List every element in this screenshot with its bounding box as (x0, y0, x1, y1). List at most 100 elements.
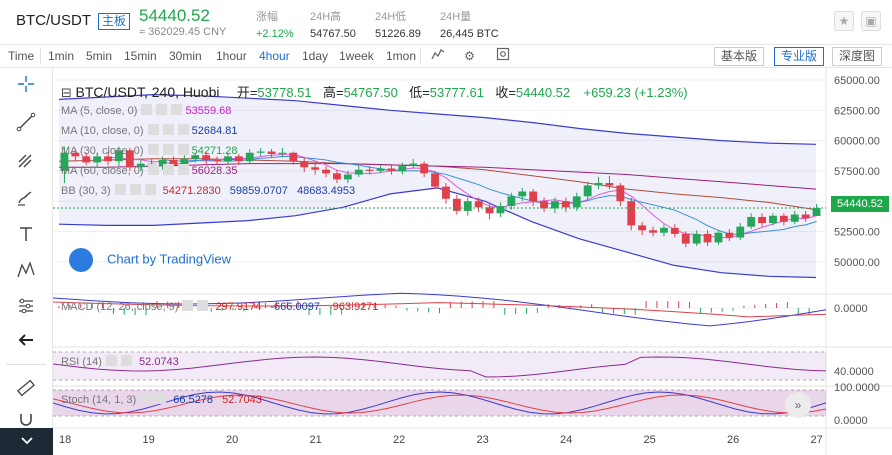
interval-30min[interactable]: 30min (169, 49, 202, 63)
gear-icon[interactable] (182, 300, 194, 311)
star-icon[interactable]: ★ (834, 11, 854, 31)
interval-1day[interactable]: 1day (302, 49, 329, 63)
collapse-icon[interactable]: ⊟ (61, 85, 76, 100)
candle-body (278, 152, 287, 154)
divider (6, 364, 46, 365)
interval-1week[interactable]: 1week (339, 49, 374, 63)
macd-value-1: 297.9174 (215, 301, 262, 313)
symbol-name[interactable]: BTC/USDT (16, 12, 91, 29)
eye-icon[interactable] (147, 164, 159, 175)
price-chart[interactable]: 65000.0062500.0060000.0057500.0055000.00… (53, 68, 892, 455)
measure-icon[interactable] (12, 296, 40, 324)
close-label: 收= (495, 85, 516, 100)
price-tick-label: 65000.00 (834, 75, 880, 87)
stat-value: +2.12% (256, 28, 294, 40)
stat-label: 涨幅 (256, 11, 278, 23)
indicator-icon[interactable] (428, 47, 447, 66)
gear-icon[interactable] (140, 393, 152, 404)
close-icon[interactable] (177, 164, 189, 175)
rsi-legend[interactable]: RSI (14) 52.0743 (61, 355, 179, 368)
stoch-legend[interactable]: Stoch (14, 1, 3) 66.5278 52.7043 (61, 393, 262, 406)
crosshair-icon[interactable] (12, 74, 40, 102)
gear-icon[interactable] (162, 164, 174, 175)
settings-icon[interactable]: ⚙ (464, 49, 475, 63)
candle-body (594, 183, 603, 186)
view-depth-button[interactable]: 深度图 (832, 47, 883, 66)
pitchfork-icon[interactable] (12, 150, 40, 178)
tradingview-watermark[interactable]: Chart by TradingView (69, 248, 231, 272)
macd-tick-label: 0.0000 (834, 303, 868, 315)
interval-1hour[interactable]: 1hour (216, 49, 247, 63)
interval-1mon[interactable]: 1mon (386, 49, 417, 63)
scroll-right-button[interactable]: » (785, 392, 811, 418)
trendline-icon[interactable] (12, 112, 40, 140)
ma60-legend[interactable]: MA (60, close, 0) 56028.35 (61, 164, 238, 177)
eye-icon[interactable] (141, 104, 153, 115)
candle-body (115, 150, 123, 162)
close-icon[interactable] (177, 144, 189, 155)
close-icon[interactable] (144, 184, 156, 195)
gear-icon[interactable] (162, 144, 174, 155)
candle-body (224, 156, 232, 162)
ruler-icon[interactable] (12, 378, 40, 406)
candle-body (474, 201, 483, 208)
macd-label: MACD (12, 26, close, 9) (61, 301, 179, 313)
interval-15min[interactable]: 15min (124, 49, 157, 63)
collapse-toolbar-button[interactable] (0, 428, 53, 455)
candle-body (518, 191, 527, 197)
text-icon[interactable] (12, 224, 40, 252)
gear-icon[interactable] (129, 184, 141, 195)
candle-body (681, 233, 690, 244)
arrow-left-icon[interactable] (12, 330, 40, 358)
divider (40, 48, 41, 64)
gear-icon[interactable] (162, 124, 174, 135)
gear-icon[interactable] (105, 355, 117, 366)
candle-body (60, 152, 69, 171)
ma5-legend[interactable]: MA (5, close, 0) 53559.68 (61, 104, 231, 117)
date-tick-label: 21 (310, 434, 322, 446)
current-price-tag: 54440.52 (831, 196, 889, 212)
price-tick-label: 52500.00 (834, 226, 880, 238)
candle-body (420, 163, 429, 174)
window-icon[interactable]: ▣ (861, 11, 881, 31)
candle-body (387, 168, 396, 171)
view-pro-button[interactable]: 专业版 (774, 47, 825, 66)
close-icon[interactable] (120, 355, 132, 366)
candle-body (442, 186, 450, 199)
stat-high: 24H高 54767.50 (310, 8, 356, 40)
candle-body (300, 161, 309, 168)
chart-area[interactable]: 65000.0062500.0060000.0057500.0055000.00… (53, 68, 892, 455)
close-icon[interactable] (155, 393, 167, 404)
pattern-icon[interactable] (12, 260, 40, 288)
gear-icon[interactable] (156, 104, 168, 115)
stoch-label: Stoch (14, 1, 3) (61, 394, 137, 406)
candle-body (354, 169, 363, 175)
view-basic-button[interactable]: 基本版 (714, 47, 765, 66)
interval-4hour[interactable]: 4hour (259, 49, 290, 63)
magnet-icon[interactable] (12, 408, 40, 436)
close-icon[interactable] (171, 104, 183, 115)
eye-icon[interactable] (114, 184, 126, 195)
drawing-toolbar (0, 68, 53, 455)
close-icon[interactable] (177, 124, 189, 135)
stat-volume: 24H量 26,445 BTC (440, 8, 499, 40)
candle-body (638, 225, 647, 231)
interval-1min[interactable]: 1min (48, 49, 75, 63)
ma10-legend[interactable]: MA (10, close, 0) 52684.81 (61, 124, 238, 137)
board-tag: 主板 (98, 13, 131, 30)
candle-body (289, 152, 298, 162)
close-value: 54440.52 (515, 85, 571, 100)
rsi-band (53, 352, 826, 380)
bb-value-3: 48683.4953 (296, 185, 356, 197)
macd-legend[interactable]: MACD (12, 26, close, 9) 297.9174 -666.00… (61, 300, 379, 313)
eye-icon[interactable] (147, 144, 159, 155)
candle-body (452, 198, 461, 211)
bb-legend[interactable]: BB (30, 3) 54271.2830 59859.0707 48683.4… (61, 184, 355, 197)
brush-icon[interactable] (12, 188, 40, 216)
ma30-legend[interactable]: MA (30, close, 0) 54271.28 (61, 144, 238, 157)
eye-icon[interactable] (147, 124, 159, 135)
screenshot-icon[interactable] (493, 47, 512, 66)
rsi-value: 52.0743 (139, 356, 179, 368)
interval-5min[interactable]: 5min (86, 49, 113, 63)
close-icon[interactable] (197, 300, 209, 311)
